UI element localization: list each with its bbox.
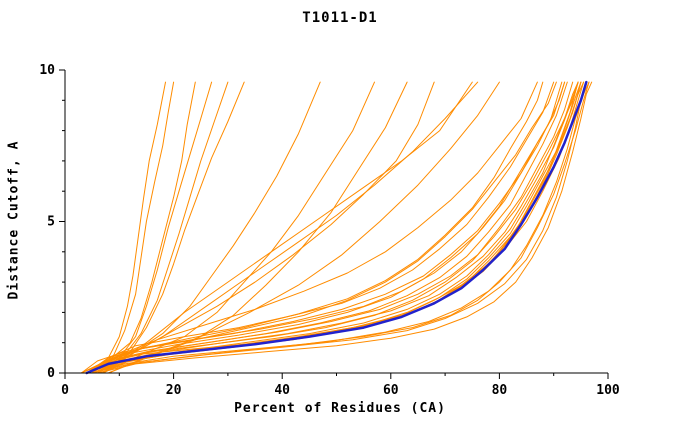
x-tick-label: 0 (61, 383, 69, 398)
model-curve (91, 81, 196, 374)
model-curve (86, 81, 544, 374)
highlight-curve (85, 80, 588, 375)
model-curve (86, 81, 563, 374)
model-curve (97, 81, 229, 374)
model-curve (102, 81, 435, 374)
model-curve (97, 81, 593, 374)
model-curve (97, 81, 213, 374)
model-curve (102, 81, 375, 374)
model-curve (107, 81, 500, 374)
model-curve (86, 81, 579, 374)
y-tick-label: 10 (39, 63, 55, 78)
x-tick-label: 20 (166, 383, 182, 398)
model-curve (113, 81, 473, 365)
model-curve (107, 81, 408, 374)
model-curve (91, 81, 175, 374)
model-curve (91, 81, 166, 374)
model-curve (86, 81, 585, 374)
model-curve (86, 81, 557, 374)
model-curve (118, 81, 479, 362)
x-tick-label: 60 (383, 383, 399, 398)
model-curve (91, 81, 579, 374)
y-tick-label: 5 (47, 215, 55, 230)
model-curve (86, 81, 582, 374)
x-tick-label: 100 (596, 383, 620, 398)
model-curve (86, 81, 555, 374)
x-tick-label: 80 (492, 383, 508, 398)
model-curve (86, 81, 568, 374)
y-tick-label: 0 (47, 366, 55, 381)
model-curve (91, 81, 538, 374)
model-curve (86, 81, 579, 374)
model-curve (102, 81, 245, 374)
model-curve (97, 81, 587, 374)
x-axis-label: Percent of Residues (CA) (234, 401, 446, 416)
x-tick-label: 40 (274, 383, 290, 398)
model-curve (91, 81, 579, 374)
chart-title: T1011-D1 (302, 10, 378, 26)
model-curve (91, 81, 590, 374)
